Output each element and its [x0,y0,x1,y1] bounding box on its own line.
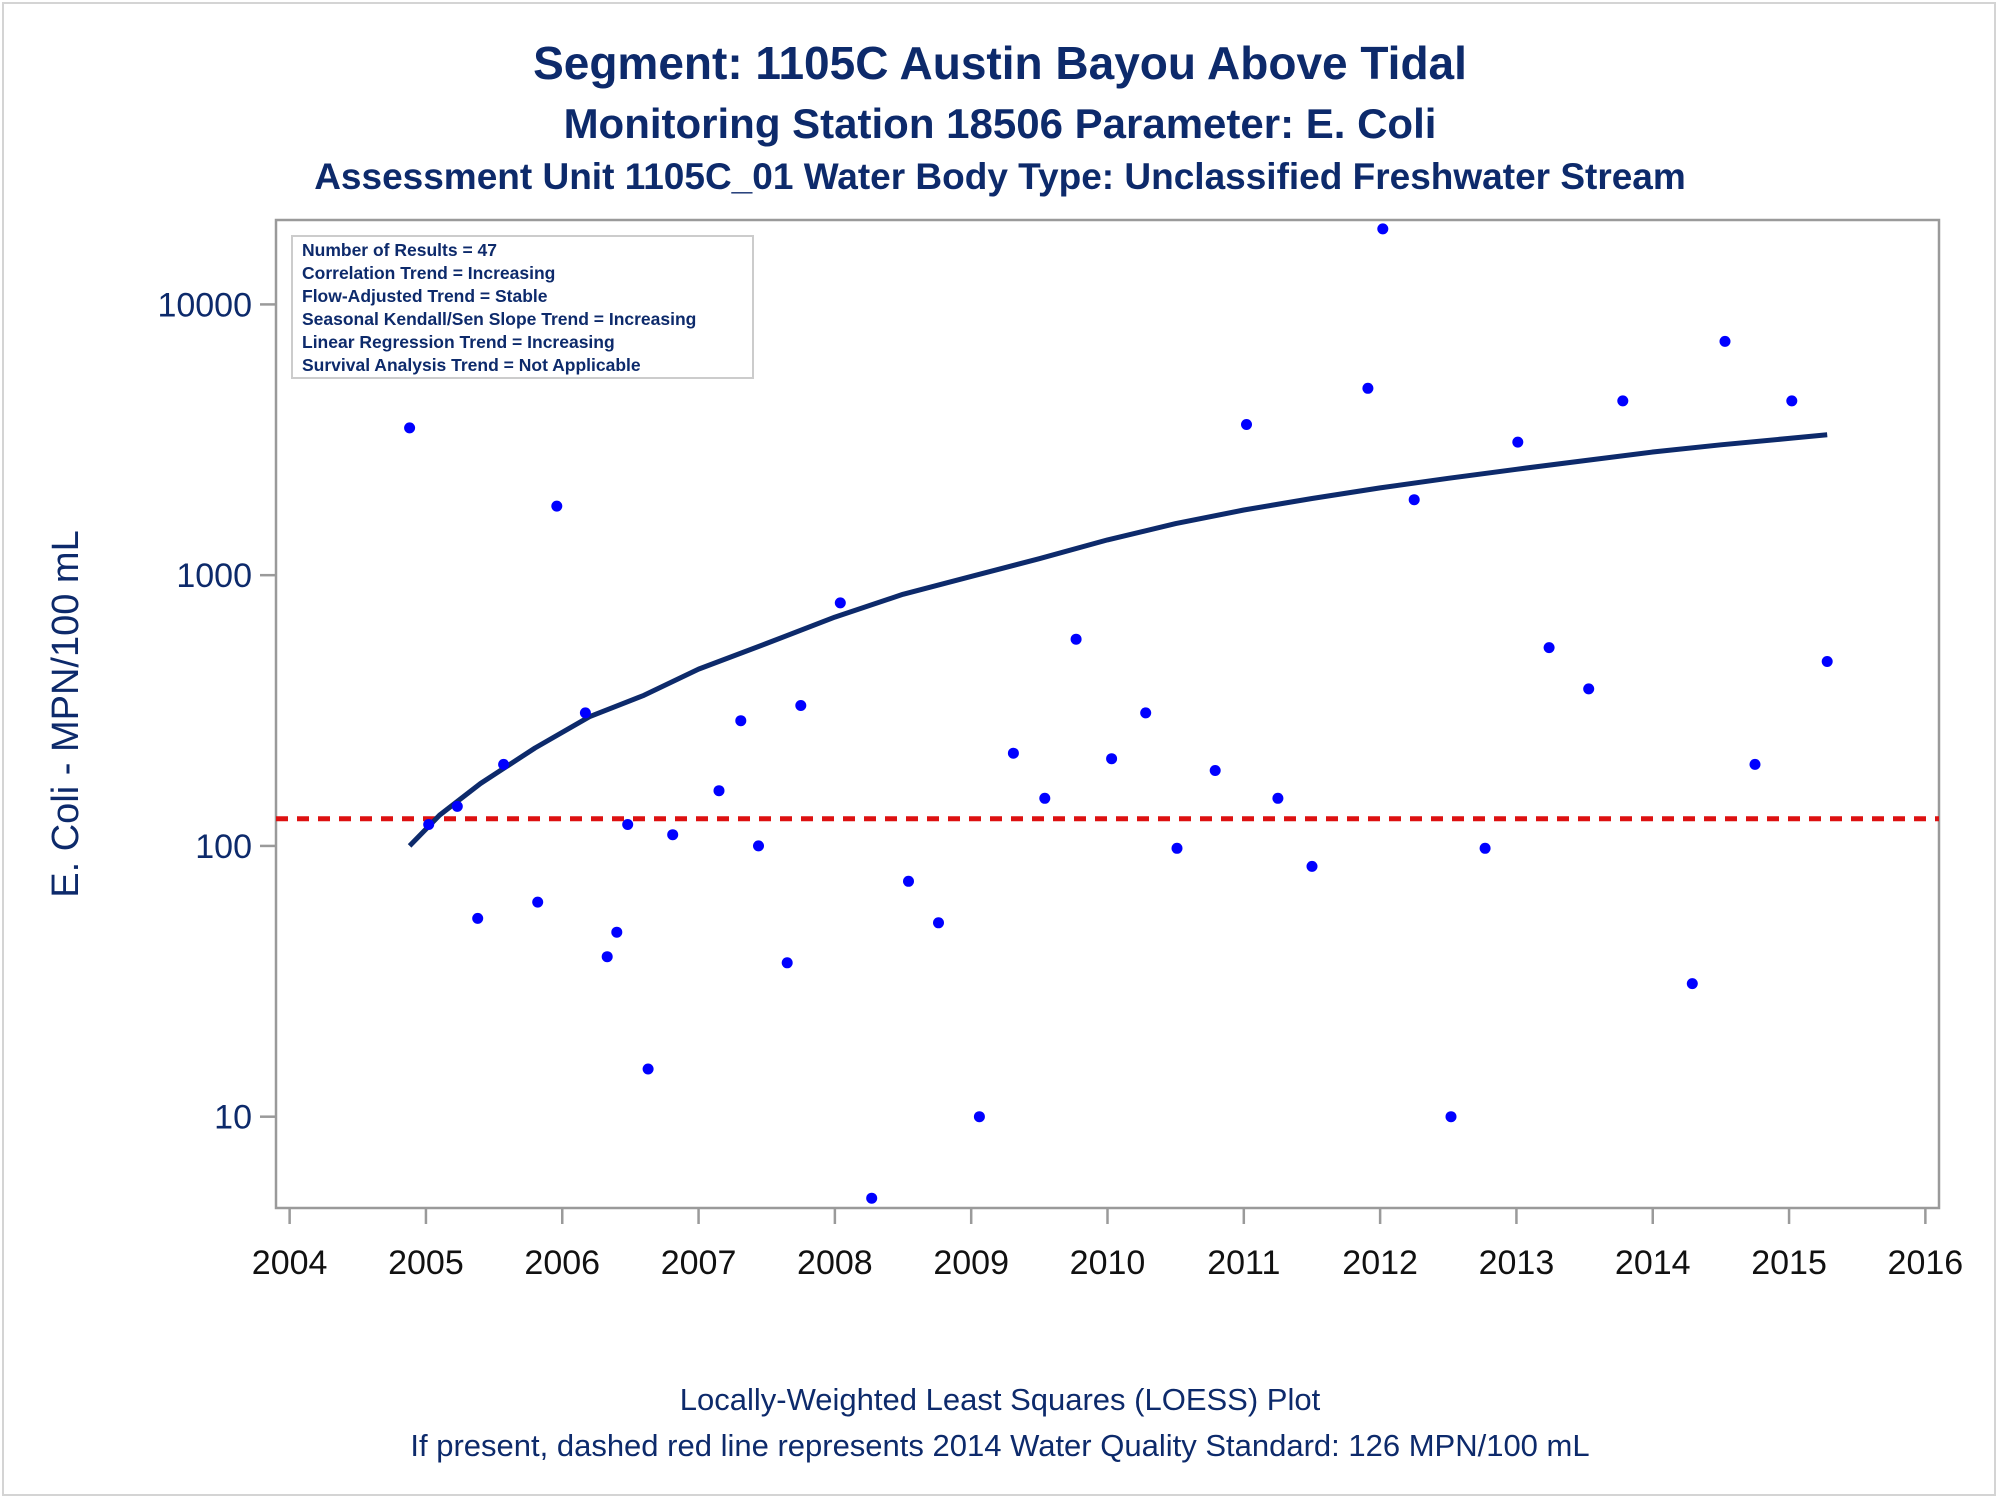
data-point [1543,642,1555,654]
chart-subtitle-station: Monitoring Station 18506 Parameter: E. C… [563,100,1437,147]
chart-title: Segment: 1105C Austin Bayou Above Tidal [533,37,1467,89]
footnote-standard: If present, dashed red line represents 2… [410,1428,1590,1463]
data-point [579,707,591,719]
x-tick-label: 2006 [524,1244,600,1282]
data-point [532,896,544,908]
data-point [973,1111,985,1123]
data-point [611,926,623,938]
data-point [451,800,463,812]
data-point [1272,792,1284,804]
data-point [866,1192,878,1204]
data-point [1039,792,1051,804]
data-point [498,758,510,770]
x-tick-label: 2005 [388,1244,464,1282]
x-tick-label: 2013 [1479,1244,1555,1282]
x-tick-label: 2011 [1207,1244,1280,1282]
data-point [1479,842,1491,854]
data-point [1583,683,1595,695]
data-point [1686,978,1698,990]
data-point [1171,842,1183,854]
data-point [1617,395,1629,407]
data-point [1749,758,1761,770]
data-point [903,875,914,887]
stats-line: Survival Analysis Trend = Not Applicable [302,355,641,375]
x-tick-label: 2009 [933,1244,1009,1282]
data-point [1106,753,1118,765]
data-point [781,957,793,969]
data-point [1007,747,1019,759]
stats-line: Correlation Trend = Increasing [302,263,555,283]
data-point [1306,860,1318,872]
points-layer [404,223,1833,1204]
data-point [735,715,747,727]
data-point [1241,419,1252,430]
data-point [1512,436,1524,448]
x-tick-label: 2004 [252,1244,328,1282]
y-tick-label: 10000 [157,286,252,324]
stats-legend-box: Number of Results = 47 Correlation Trend … [291,235,754,379]
axes: 10 100 1000 10000 2004 2005 2006 2007 2008 2009 20… [45,286,1963,1282]
data-point [1140,707,1152,719]
x-tick-label: 2015 [1751,1244,1827,1282]
data-point [423,819,435,830]
y-tick-label: 1000 [176,557,252,595]
data-point [667,829,679,841]
stats-box-border [291,235,754,379]
data-point [1377,223,1389,235]
y-axis-label: E. Coli - MPN/100 mL [45,530,87,897]
x-tick-label: 2010 [1070,1244,1146,1282]
data-point [834,597,846,609]
data-point [713,785,725,797]
data-point [404,422,416,434]
data-point [622,819,634,830]
data-point [1821,656,1833,667]
data-point [795,700,807,711]
data-point [1070,633,1082,645]
data-point [1362,382,1374,394]
data-point [1408,494,1420,506]
y-tick-label: 10 [214,1099,252,1137]
data-point [933,917,944,929]
x-tick-label: 2016 [1888,1244,1964,1282]
data-point [472,912,484,924]
data-point [601,951,613,963]
chart-subtitle-assessment-unit: Assessment Unit 1105C_01 Water Body Type… [314,156,1686,197]
data-point [642,1063,654,1075]
stats-line: Linear Regression Trend = Increasing [302,332,615,352]
stats-line: Seasonal Kendall/Sen Slope Trend = Incre… [302,309,696,329]
y-tick-label: 100 [195,828,252,866]
data-point [1445,1111,1457,1123]
data-point [1719,335,1731,347]
x-tick-label: 2012 [1342,1244,1418,1282]
x-tick-label: 2008 [797,1244,873,1282]
data-point [753,840,764,852]
data-point [1786,395,1798,407]
x-tick-label: 2014 [1615,1244,1691,1282]
data-point [551,500,563,512]
stats-line: Flow-Adjusted Trend = Stable [302,286,548,306]
x-tick-label: 2007 [661,1244,737,1282]
loess-trend-line [407,432,1828,848]
data-point [1209,765,1221,776]
loess-layer [407,432,1828,848]
stats-line: Number of Results = 47 [302,240,497,260]
footnote-plot-type: Locally-Weighted Least Squares (LOESS) P… [679,1382,1321,1417]
